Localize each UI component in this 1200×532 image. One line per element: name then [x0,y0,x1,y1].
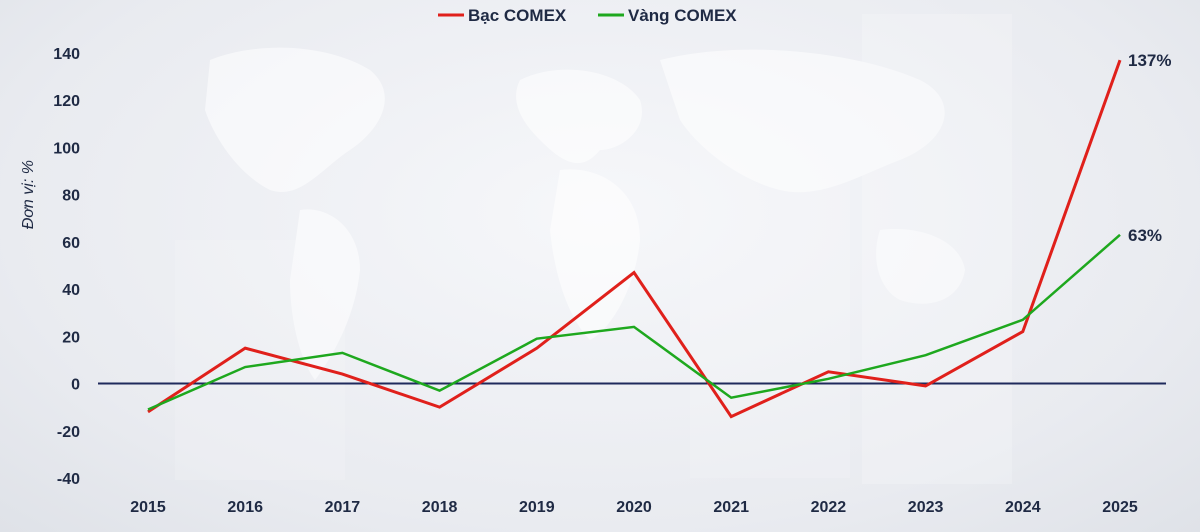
x-tick-label: 2024 [1005,499,1041,516]
y-tick-label: 140 [53,46,80,63]
y-tick-label: 60 [62,235,80,252]
series-layer [147,59,1122,419]
y-tick-label: 80 [62,188,80,205]
x-tick-label: 2023 [908,499,944,516]
y-tick-label: -40 [57,471,80,488]
legend-label: Bạc COMEX [468,6,567,25]
x-tick-label: 2019 [519,499,555,516]
series-line-gold [147,233,1121,411]
y-tick-label: 120 [53,93,80,110]
end-value-label: 63% [1128,226,1162,245]
x-axis: 2015 2016 2017 2018 2019 2020 2021 2022 2023 2024… [130,499,1138,516]
y-tick-label: 20 [62,329,80,346]
legend: Bạc COMEX Vàng COMEX [438,6,737,25]
y-tick-label: 40 [62,282,80,299]
y-axis-label: Đơn vị: % [20,160,37,229]
x-tick-label: 2017 [325,499,361,516]
x-tick-label: 2015 [130,499,166,516]
x-tick-label: 2022 [811,499,847,516]
y-tick-label: -20 [57,424,80,441]
y-axis: -40 -20 0 20 40 60 80 100 120 140 [53,46,80,488]
x-tick-label: 2020 [616,499,652,516]
background-map-decoration [175,14,1012,484]
x-tick-label: 2018 [422,499,458,516]
y-tick-label: 0 [71,377,80,394]
legend-label: Vàng COMEX [628,6,737,25]
x-tick-label: 2021 [713,499,749,516]
data-labels: 137% 63% [1128,51,1171,245]
end-value-label: 137% [1128,51,1171,70]
x-tick-label: 2016 [227,499,263,516]
series-line-silver [147,59,1122,419]
y-tick-label: 100 [53,140,80,157]
x-tick-label: 2025 [1102,499,1138,516]
